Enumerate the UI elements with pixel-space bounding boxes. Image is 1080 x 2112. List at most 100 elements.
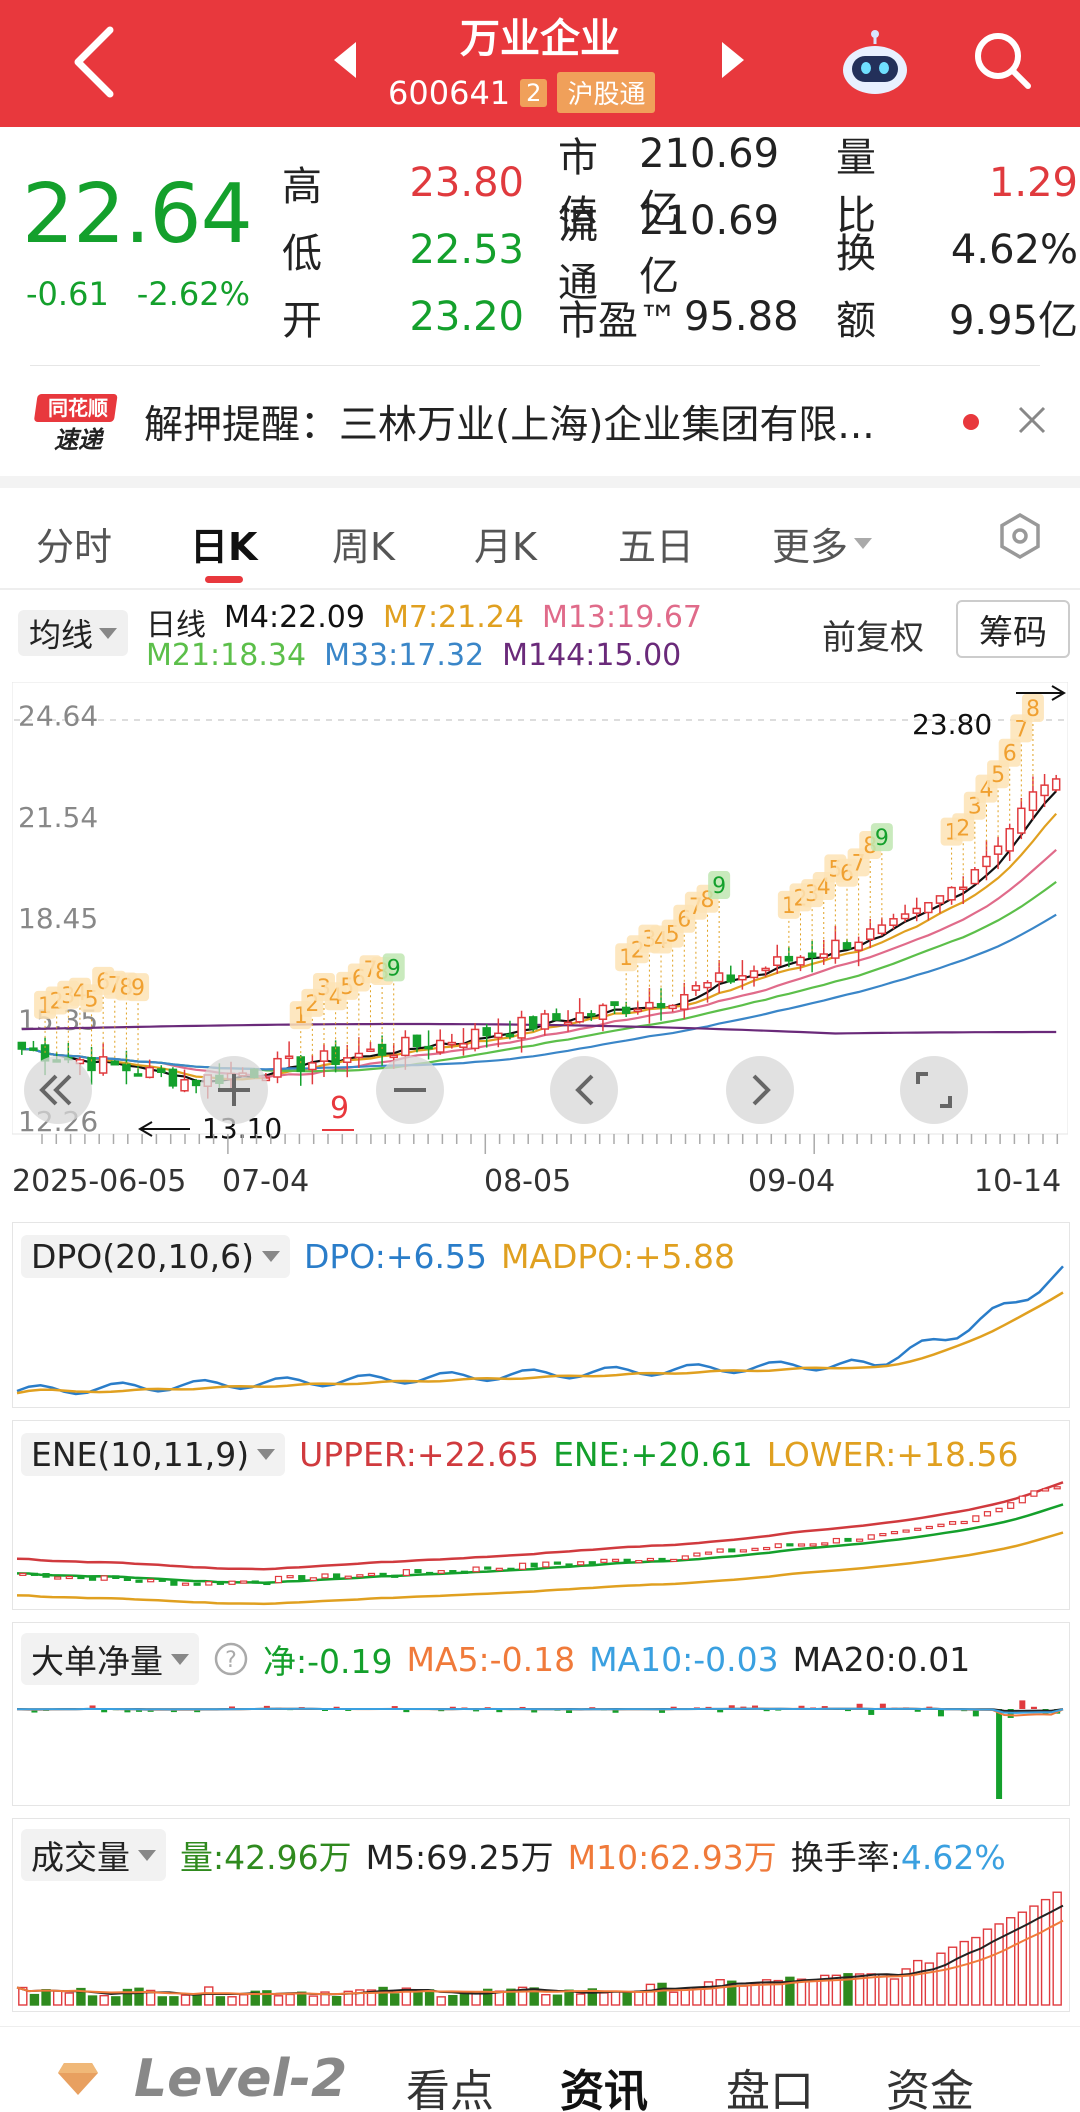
nav-highlights[interactable]: 看点	[406, 2066, 494, 2112]
dpo-panel[interactable]: DPO(20,10,6) DPO:+6.55 MADPO:+5.88	[12, 1222, 1070, 1408]
candle-body	[749, 970, 759, 979]
value-low: 22.53	[409, 226, 524, 273]
ene-candle	[19, 1572, 27, 1576]
ene-lower-value: LOWER:+18.56	[766, 1435, 1019, 1474]
ene-candle	[344, 1575, 352, 1579]
ene-candle	[797, 1543, 806, 1547]
label-market-cap: 市值	[558, 134, 598, 239]
high-arrow-head-icon	[1051, 685, 1066, 701]
nav-news[interactable]: 资讯	[560, 2066, 648, 2112]
volume-panel[interactable]: 成交量 量:42.96万 M5:69.25万 M10:62.93万 换手率:4.…	[12, 1818, 1070, 2012]
volume-bar	[901, 1968, 911, 2006]
candle-body	[587, 1013, 596, 1017]
ene-upper-value: UPPER:+22.65	[299, 1435, 540, 1474]
close-icon[interactable]	[1012, 400, 1052, 440]
ma-selector[interactable]: 均线	[18, 610, 128, 656]
ene-candle	[228, 1580, 236, 1585]
candle-body	[517, 1016, 526, 1039]
ene-candle	[739, 1549, 747, 1553]
tab-more[interactable]: 更多	[772, 516, 873, 571]
td-marker-number: 6	[1003, 742, 1017, 767]
volume-bar	[145, 1989, 156, 2006]
ene-panel[interactable]: ENE(10,11,9) UPPER:+22.65 ENE:+20.61 LOW…	[12, 1420, 1070, 1610]
volume-bar	[645, 1983, 656, 2006]
ene-candle	[77, 1575, 85, 1580]
volume-bar	[622, 1991, 632, 2006]
date-label-aug: 08-05	[484, 1164, 572, 1199]
tab-five-day[interactable]: 五日	[618, 525, 695, 569]
big-order-bar	[856, 1703, 863, 1709]
tab-intraday[interactable]: 分时	[36, 525, 113, 569]
volume-bar	[390, 1993, 400, 2006]
volume-bar	[29, 1993, 40, 2006]
price-adjust-mode[interactable]: 前复权	[822, 618, 924, 658]
big-order-selector[interactable]: 大单净量	[21, 1633, 199, 1685]
big-order-bar	[519, 1706, 526, 1709]
quote-values-3: 1.29 4.62% 9.95亿	[910, 149, 1078, 350]
search-icon[interactable]	[970, 28, 1034, 92]
news-headline[interactable]: 解押提醒：三林万业(上海)企业集团有限...	[144, 403, 875, 448]
help-icon[interactable]: ?	[213, 1641, 249, 1677]
candle-body	[180, 1079, 189, 1092]
candle-body	[993, 845, 1003, 855]
td-marker-number: 7	[1014, 717, 1028, 742]
previous-stock-icon[interactable]	[330, 38, 360, 82]
big-order-bar	[1019, 1700, 1026, 1709]
candle-body	[796, 956, 805, 966]
big-order-bar	[229, 1706, 236, 1709]
news-ticker[interactable]: 同花顺 速递 解押提醒：三林万业(上海)企业集团有限...	[0, 370, 1080, 475]
active-tab-indicator	[205, 576, 243, 583]
value-open: 23.20	[409, 293, 524, 340]
ene-candle	[181, 1582, 190, 1586]
quote-labels-3: 量比 换 额	[836, 135, 906, 350]
ene-candle	[321, 1573, 329, 1579]
ma-legend-m13: M13:19.67	[541, 600, 702, 635]
kline-legend: 均线 日线 M4:22.09 M7:21.24 M13:19.67 M21:18…	[0, 592, 1080, 682]
quote-market-stats: 市值 210.69亿 流通 210.69亿 市盈™ 95.88	[558, 131, 808, 350]
tonghuashun-express-logo: 同花顺 速递	[34, 394, 118, 454]
ene-candle	[100, 1575, 108, 1581]
tab-weekly-k[interactable]: 周K	[332, 525, 395, 569]
big-order-panel[interactable]: 大单净量 ? 净:-0.19 MA5:-0.18 MA10:-0.03 MA20…	[12, 1622, 1070, 1806]
volume-bar	[657, 1982, 667, 2006]
candle-body	[284, 1055, 294, 1060]
chevron-right-icon	[752, 1074, 771, 1106]
candle-body	[145, 1066, 154, 1079]
ene-candle	[205, 1581, 213, 1586]
candle-body	[296, 1056, 305, 1072]
volume-selector[interactable]: 成交量	[21, 1829, 166, 1881]
scroll-left-button[interactable]	[550, 1056, 618, 1124]
ene-candle	[170, 1580, 178, 1586]
volume-bar	[238, 1994, 249, 2006]
volume-bar	[854, 1973, 865, 2006]
tab-monthly-k[interactable]: 月K	[474, 525, 537, 569]
candle-body	[1028, 791, 1038, 812]
settings-hexagon-icon[interactable]	[996, 512, 1044, 560]
volume-bar	[134, 1987, 144, 2006]
nav-capital[interactable]: 资金	[886, 2066, 974, 2112]
candle-body	[982, 855, 991, 868]
chevron-down-icon	[171, 1653, 189, 1665]
big-order-bar	[31, 1709, 38, 1713]
tab-daily-k[interactable]: 日K	[190, 525, 258, 569]
ene-candle	[821, 1542, 829, 1546]
back-arrow-icon[interactable]	[60, 22, 130, 102]
scroll-right-button[interactable]	[726, 1056, 794, 1124]
candle-body	[1005, 827, 1014, 852]
candle-body	[924, 901, 933, 914]
big-order-ma10-line	[16, 1707, 1064, 1714]
level2-label[interactable]: Level-2	[134, 2049, 348, 2109]
candle-body	[831, 939, 840, 959]
fullscreen-button[interactable]	[900, 1056, 968, 1124]
ai-robot-icon[interactable]	[840, 30, 910, 96]
chip-distribution-button[interactable]: 筹码	[956, 600, 1070, 658]
next-stock-icon[interactable]	[718, 38, 748, 82]
td-marker-number: 9	[712, 874, 726, 899]
dpo-selector[interactable]: DPO(20,10,6)	[21, 1235, 290, 1278]
label-open: 开	[282, 297, 322, 344]
nav-order-book[interactable]: 盘口	[726, 2066, 814, 2112]
ene-selector[interactable]: ENE(10,11,9)	[21, 1433, 286, 1476]
value-turnover: 4.62%	[950, 226, 1078, 273]
ene-candle	[890, 1531, 899, 1535]
